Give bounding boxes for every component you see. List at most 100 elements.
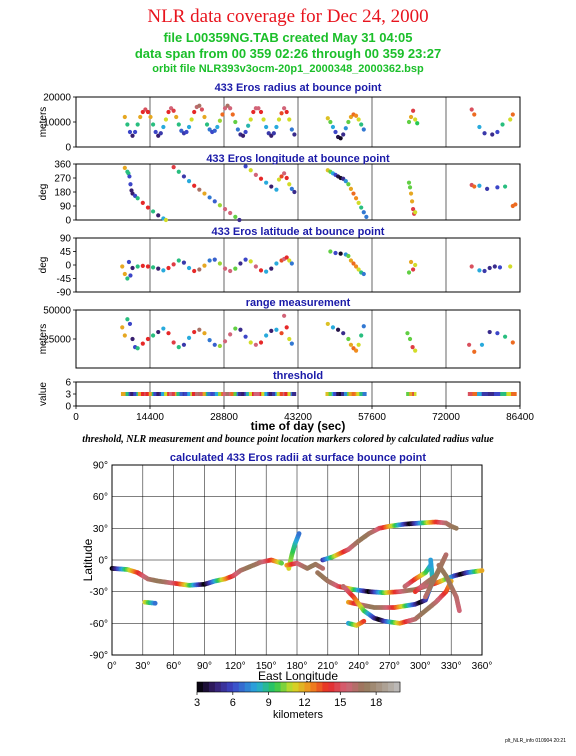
colorbar-tick-label: 18 <box>370 697 382 709</box>
threshold-mark <box>351 392 355 396</box>
colorbar-cell <box>286 682 293 692</box>
data-point <box>186 265 192 271</box>
data-point <box>353 196 359 201</box>
y-tick-label: 0 <box>65 143 71 154</box>
data-point <box>140 109 145 115</box>
y-axis-label: deg <box>38 257 49 274</box>
data-point <box>274 261 279 266</box>
map-x-tick-label: 300° <box>410 661 431 672</box>
threshold-mark <box>153 392 156 396</box>
threshold-mark <box>122 392 126 396</box>
colorbar-tick-label: 6 <box>230 697 236 709</box>
footer-stamp: plt_NLR_info 010904 20:21 <box>505 738 566 744</box>
map-track-point <box>428 562 434 568</box>
data-point <box>500 122 505 127</box>
data-point <box>251 109 256 115</box>
data-point <box>163 217 169 223</box>
data-point <box>502 184 508 189</box>
data-point <box>364 214 369 219</box>
threshold-mark <box>487 392 491 396</box>
data-point <box>348 114 354 120</box>
data-point <box>328 119 333 125</box>
threshold-mark <box>214 392 218 396</box>
threshold-mark <box>336 392 339 396</box>
threshold-mark <box>356 392 359 396</box>
x-tick-label: 86400 <box>506 412 534 423</box>
threshold-mark <box>327 392 330 396</box>
data-point <box>271 131 276 136</box>
colorbar-cell <box>292 682 299 692</box>
map-track-point <box>152 600 158 606</box>
threshold-mark <box>353 392 356 396</box>
time-panel-1 <box>73 163 521 223</box>
data-point <box>408 259 414 265</box>
threshold-mark <box>483 392 486 396</box>
threshold-mark <box>228 392 232 396</box>
threshold-mark <box>251 392 255 396</box>
threshold-mark <box>136 392 139 396</box>
threshold-mark <box>275 392 278 396</box>
data-point <box>237 217 242 223</box>
threshold-mark <box>288 392 292 396</box>
data-point <box>487 329 492 335</box>
threshold-mark <box>469 392 472 396</box>
threshold-mark <box>236 392 240 396</box>
threshold-mark <box>238 392 241 396</box>
threshold-mark <box>145 392 149 396</box>
data-point <box>171 340 176 345</box>
threshold-mark <box>134 392 138 396</box>
data-point <box>287 117 292 122</box>
x-tick-label: 43200 <box>284 412 312 423</box>
data-point <box>228 268 233 274</box>
colorbar-cell <box>388 682 395 692</box>
data-point <box>348 342 354 347</box>
threshold-mark <box>342 392 346 396</box>
data-point <box>150 265 156 270</box>
data-point <box>240 133 246 138</box>
data-point <box>495 331 500 336</box>
colorbar-cell <box>244 682 252 692</box>
data-point <box>176 258 181 263</box>
threshold-mark <box>235 392 238 396</box>
data-point <box>284 255 289 260</box>
y-tick-label: 0 <box>65 402 71 413</box>
data-point <box>192 109 197 115</box>
data-point <box>122 165 127 170</box>
threshold-mark <box>350 392 353 396</box>
data-point <box>479 342 485 347</box>
colorbar-cell <box>358 682 365 692</box>
colorbar-frame <box>196 681 401 693</box>
threshold-mark <box>148 392 152 396</box>
data-point <box>181 342 187 347</box>
threshold-mark <box>171 392 175 396</box>
data-point <box>174 114 179 120</box>
threshold-mark <box>412 392 415 396</box>
data-point <box>289 186 294 191</box>
threshold-mark <box>348 392 352 396</box>
threshold-mark <box>484 392 488 396</box>
data-point <box>413 348 418 353</box>
data-point <box>243 334 248 339</box>
colorbar-cell <box>226 682 234 692</box>
data-point <box>145 264 151 269</box>
map-x-tick-label: 60° <box>166 661 181 672</box>
y-tick-label: 10000 <box>43 118 71 129</box>
threshold-mark <box>364 392 367 396</box>
colorbar-cell <box>238 682 246 692</box>
threshold-mark <box>475 392 479 396</box>
data-point <box>197 267 202 272</box>
threshold-mark <box>290 392 294 396</box>
threshold-mark <box>481 392 485 396</box>
data-point <box>341 331 346 336</box>
threshold-mark <box>128 392 132 396</box>
data-point <box>279 331 284 336</box>
colorbar-cell <box>220 682 228 692</box>
data-point <box>472 184 477 189</box>
data-point <box>150 333 156 338</box>
data-point <box>287 258 292 263</box>
colorbar-cell <box>322 682 329 692</box>
data-point <box>181 260 187 265</box>
data-point <box>222 207 228 212</box>
data-point <box>407 336 413 342</box>
threshold-mark <box>413 392 417 396</box>
